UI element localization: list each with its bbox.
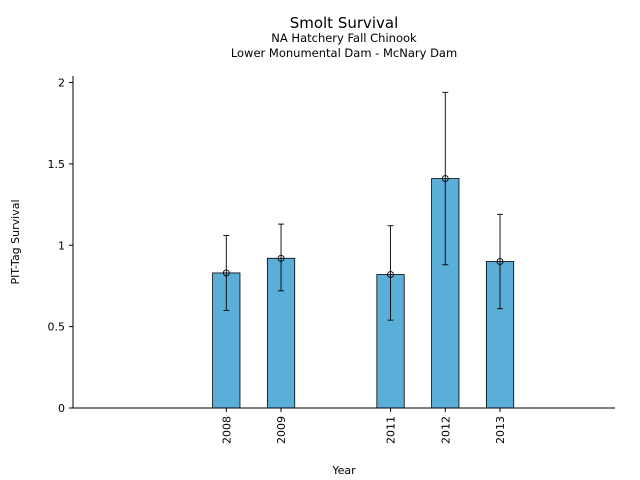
y-tick-label-1.5: 1.5	[48, 158, 66, 171]
x-tick-label-2009: 2009	[275, 416, 288, 444]
y-tick-label-2: 2	[58, 77, 65, 90]
chart-subtitle-line-2: Lower Monumental Dam - McNary Dam	[231, 46, 457, 60]
y-tick-label-0.5: 0.5	[48, 321, 66, 334]
x-axis-label: Year	[331, 464, 356, 477]
chart-title: Smolt Survival	[290, 14, 399, 32]
point-marker-2013	[496, 258, 504, 265]
point-marker-2008	[222, 269, 230, 277]
point-marker-2011	[387, 271, 394, 278]
y-tick-label-1: 1	[58, 239, 65, 252]
plot-area	[212, 91, 515, 409]
point-marker-2009	[277, 254, 285, 262]
chart-subtitle-line-1: NA Hatchery Fall Chinook	[271, 31, 417, 45]
x-tick-label-2013: 2013	[494, 416, 507, 444]
x-tick-label-2008: 2008	[220, 416, 233, 444]
x-tick-label-2011: 2011	[385, 416, 398, 444]
point-marker-2012	[441, 175, 449, 182]
y-tick-label-0: 0	[58, 402, 65, 415]
x-tick-label-2012: 2012	[439, 416, 452, 444]
y-axis-label: PIT-Tag Survival	[9, 199, 22, 284]
